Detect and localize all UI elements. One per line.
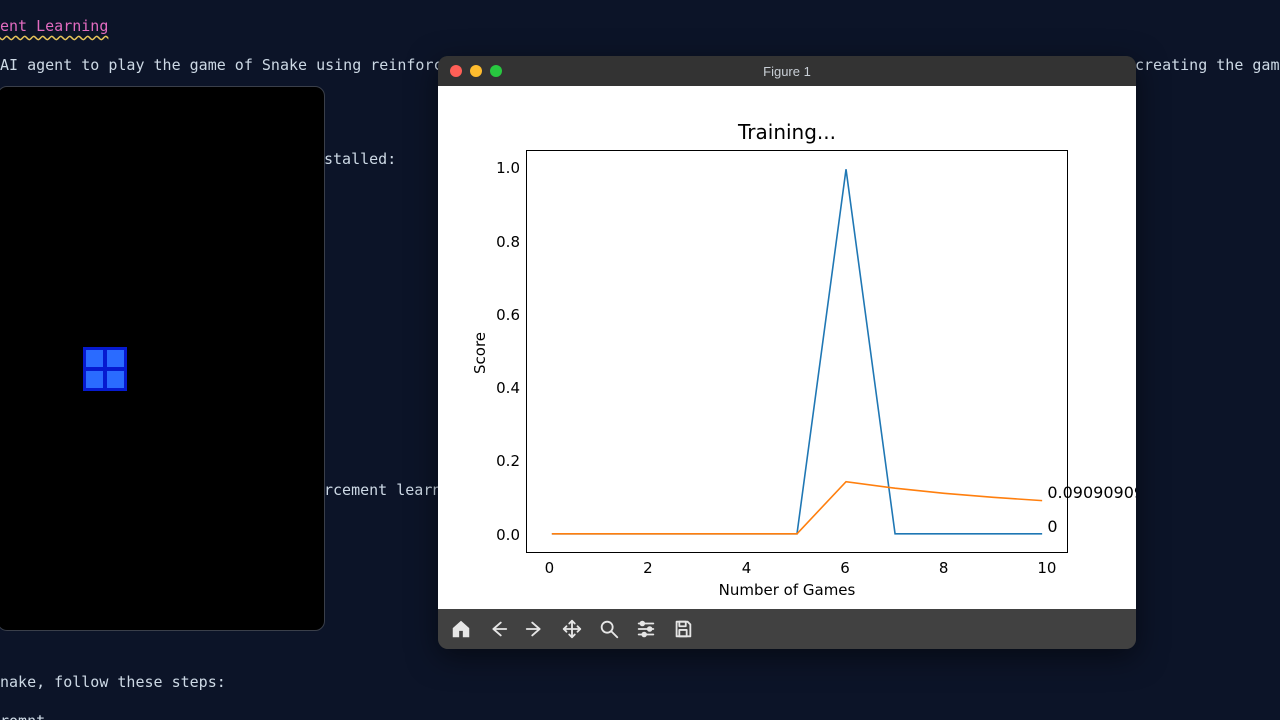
save-button[interactable] <box>664 612 701 646</box>
y-tick: 0.8 <box>496 233 520 251</box>
back-button[interactable] <box>479 612 516 646</box>
forward-button[interactable] <box>516 612 553 646</box>
x-axis-label: Number of Games <box>438 581 1136 599</box>
snake-game-window[interactable] <box>0 86 325 631</box>
y-tick: 0.6 <box>496 306 520 324</box>
x-tick: 6 <box>840 559 850 577</box>
matplotlib-figure-window[interactable]: Figure 1 Training... Score Number of Gam… <box>438 56 1136 649</box>
x-tick: 0 <box>545 559 555 577</box>
snake-head <box>83 347 127 391</box>
bg-text-4: nake, follow these steps: <box>0 673 226 693</box>
y-tick: 0.0 <box>496 526 520 544</box>
x-tick: 2 <box>643 559 653 577</box>
bg-text-5: romnt <box>0 712 45 720</box>
y-tick: 0.4 <box>496 379 520 397</box>
series-mean-score <box>552 482 1042 534</box>
figure-canvas[interactable]: Training... Score Number of Games 0 2 4 6 8 1… <box>438 86 1136 609</box>
heading-text: ent Learning <box>0 17 108 37</box>
chart-title: Training... <box>438 120 1136 144</box>
y-axis-label: Score <box>471 331 489 373</box>
bg-text-right: creating the game e <box>1135 56 1280 76</box>
x-tick: 4 <box>742 559 752 577</box>
configure-button[interactable] <box>627 612 664 646</box>
bg-text-2: stalled: <box>324 150 396 170</box>
window-title: Figure 1 <box>438 64 1136 79</box>
plot-lines <box>527 151 1067 552</box>
x-tick: 10 <box>1037 559 1056 577</box>
series-label-score: 0 <box>1047 517 1057 536</box>
y-tick: 1.0 <box>496 159 520 177</box>
axes-area <box>526 150 1068 553</box>
zoom-button[interactable] <box>590 612 627 646</box>
series-score <box>552 169 1042 534</box>
y-tick: 0.2 <box>496 452 520 470</box>
series-label-mean-score: 0.090909090 <box>1047 483 1136 502</box>
window-titlebar[interactable]: Figure 1 <box>438 56 1136 86</box>
x-tick: 8 <box>939 559 949 577</box>
pan-button[interactable] <box>553 612 590 646</box>
home-button[interactable] <box>442 612 479 646</box>
matplotlib-toolbar <box>438 609 1136 649</box>
